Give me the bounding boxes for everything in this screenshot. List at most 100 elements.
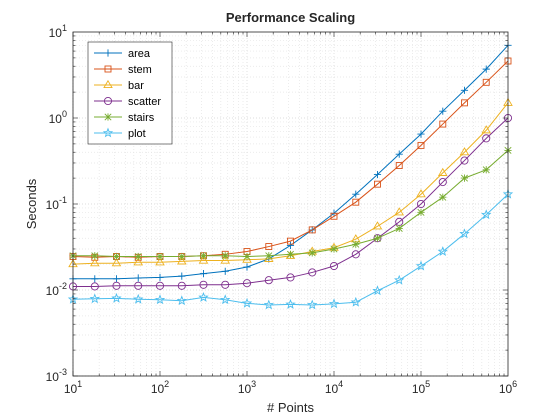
data-point-scatter (438, 177, 447, 187)
data-point-bar (198, 255, 209, 264)
x-tick-label: 106 (499, 379, 517, 396)
data-point-bar (285, 250, 296, 259)
data-point-stairs (91, 252, 99, 260)
data-point-area (439, 107, 447, 115)
data-point-bar (481, 125, 492, 134)
y-tick-label: 101 (49, 23, 67, 40)
data-point-stairs (417, 208, 425, 216)
y-axis-label: Seconds (24, 178, 39, 229)
series-line-scatter (73, 117, 509, 287)
data-point-scatter (177, 281, 186, 290)
data-point-stem (374, 180, 381, 188)
tick-labels: 101 102 103 104 105 106 10-3 10-2 10-1 100 101 (46, 23, 518, 396)
data-point-bar (416, 189, 426, 198)
data-point-area (286, 241, 295, 250)
legend-entry-area: area (94, 48, 151, 60)
data-point-area (199, 270, 208, 278)
data-point-scatter (264, 276, 273, 285)
series-line-plot (72, 193, 509, 306)
data-point-stem (287, 237, 294, 245)
legend-entry-stairs: stairs (94, 112, 155, 124)
data-point-stairs (156, 252, 164, 261)
data-point-stairs (330, 245, 338, 253)
data-point-plot (481, 209, 492, 220)
data-point-bar (372, 221, 383, 230)
data-point-stairs (265, 252, 273, 260)
data-point-scatter (242, 279, 252, 288)
data-point-scatter (329, 261, 339, 271)
x-tick-label: 103 (238, 379, 256, 396)
legend-label: bar (128, 80, 144, 92)
legend-label: plot (128, 128, 146, 140)
data-point-scatter (351, 250, 360, 259)
data-point-stairs (352, 240, 360, 248)
data-point-bar (220, 255, 231, 264)
data-point-bar (394, 207, 405, 216)
data-point-plot (263, 299, 274, 310)
data-point-scatter (155, 281, 165, 290)
data-point-area (417, 130, 425, 138)
data-point-stem (308, 226, 316, 234)
x-tick-label: 102 (151, 379, 169, 396)
data-point-plot (111, 292, 122, 303)
data-point-stairs (112, 252, 121, 261)
data-point-stem (439, 120, 447, 128)
data-point-stem (417, 141, 425, 149)
legend-swatch-marker (104, 113, 112, 121)
series-stairs (69, 146, 512, 261)
data-point-plot (415, 260, 427, 271)
data-point-bar (438, 167, 448, 176)
data-point-bar (177, 256, 187, 265)
series-line-stem (72, 60, 509, 258)
data-point-area (134, 274, 142, 282)
data-point-area (373, 170, 382, 179)
data-point-plot (307, 299, 318, 310)
data-point-stem (352, 198, 360, 206)
data-point-stem (330, 212, 338, 220)
data-point-plot (220, 294, 231, 305)
data-point-plot (198, 291, 209, 302)
data-point-scatter (416, 199, 426, 209)
data-point-stairs (134, 252, 142, 261)
data-point-scatter (221, 280, 230, 289)
data-point-bar (459, 147, 470, 156)
data-point-scatter (286, 273, 295, 282)
x-tick-label: 105 (412, 379, 430, 396)
data-point-stairs (178, 252, 186, 261)
data-point-plot (437, 246, 448, 256)
data-point-scatter (112, 281, 121, 290)
data-point-scatter (308, 268, 317, 277)
legend-entry-scatter: scatter (94, 96, 161, 108)
legend-swatch-marker (103, 96, 113, 106)
data-point-area (112, 275, 121, 283)
y-tick-label: 10-2 (46, 281, 67, 298)
data-point-area (395, 150, 403, 158)
data-point-scatter (134, 281, 143, 290)
legend-swatch-marker (104, 49, 112, 57)
legend-swatch-marker (103, 79, 113, 89)
x-tick-label: 101 (64, 379, 82, 396)
data-point-stairs (460, 174, 469, 182)
data-point-stairs (373, 234, 382, 242)
legend-label: stem (128, 64, 152, 76)
data-point-area (352, 190, 360, 198)
data-point-stairs (395, 224, 403, 233)
data-point-plot (89, 293, 100, 304)
data-point-scatter (482, 134, 491, 143)
legend-entry-bar: bar (94, 79, 144, 92)
series-layer (67, 41, 514, 310)
data-point-stem (482, 78, 490, 86)
data-point-area (460, 86, 469, 94)
data-point-area (482, 65, 490, 73)
data-point-plot (459, 228, 470, 239)
series-plot (67, 188, 514, 310)
legend-swatch-marker (104, 65, 112, 73)
data-point-plot (133, 293, 144, 304)
data-point-plot (350, 296, 361, 307)
data-point-stem (395, 162, 403, 169)
y-tick-label: 10-1 (46, 195, 67, 212)
data-point-stairs (221, 252, 229, 260)
legend-entry-plot: plot (94, 127, 146, 140)
data-point-area (178, 272, 186, 280)
legend-label: scatter (128, 96, 161, 108)
